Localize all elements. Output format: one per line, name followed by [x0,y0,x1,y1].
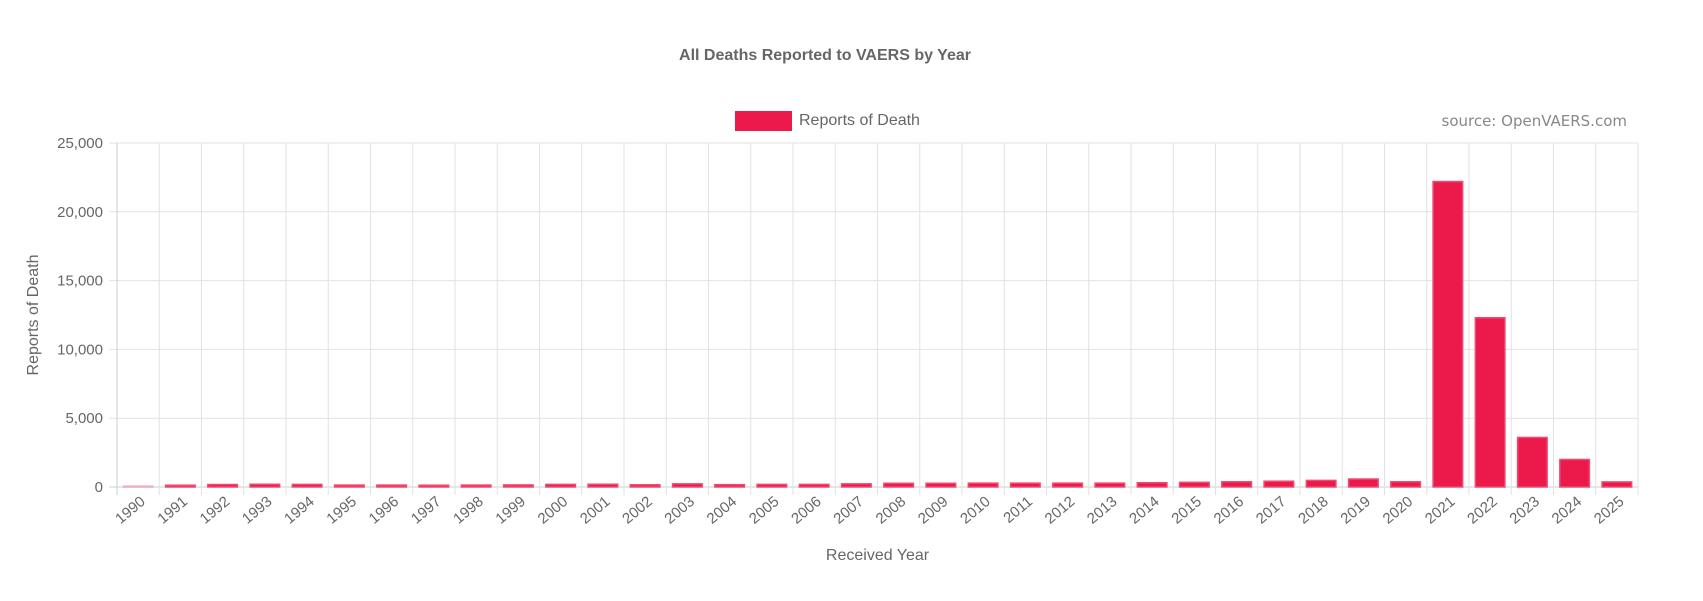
bar-1992 [207,483,239,488]
x-tick-label: 2018 [1295,493,1331,527]
x-tick-label: 2015 [1168,493,1204,527]
source-note: source: OpenVAERS.com [1441,112,1628,130]
x-tick-label: 2004 [704,493,740,527]
x-tick-label: 2019 [1337,493,1373,527]
bar-2008 [883,482,915,488]
bar-2013 [1094,482,1126,488]
x-tick-label: 2024 [1549,493,1585,527]
x-tick-label: 2003 [661,493,697,527]
legend-label: Reports of Death [799,112,920,129]
x-tick-label: 2008 [873,493,909,527]
bar-2014 [1136,481,1168,488]
x-tick-label: 2005 [746,493,782,527]
bar-1994 [291,483,323,488]
bar-2004 [714,483,746,488]
bar-2017 [1263,480,1295,488]
x-tick-label: 1996 [366,493,402,527]
chart-title: All Deaths Reported to VAERS by Year [679,47,971,64]
x-tick-label: 2009 [915,493,951,527]
bar-2005 [756,483,788,488]
bar-2011 [1009,482,1041,488]
bar-2015 [1178,481,1210,488]
bar-2007 [840,483,872,488]
x-tick-label: 2011 [1000,493,1036,527]
legend-swatch [735,111,792,131]
bar-1990 [122,485,154,488]
x-tick-label: 1998 [450,493,486,527]
x-tick-label: 1995 [323,493,359,527]
x-tick-label: 1993 [239,493,275,527]
bar-2016 [1221,481,1253,488]
bar-2020 [1390,481,1422,488]
y-tick-label: 25,000 [57,135,103,152]
bar-2024 [1559,458,1591,488]
bar-2009 [925,482,957,488]
y-tick-label: 0 [95,479,103,496]
y-axis-title: Reports of Death [25,255,42,376]
x-tick-label: 1999 [492,493,528,527]
x-tick-label: 2000 [535,493,571,527]
x-tick-label: 2025 [1591,493,1627,527]
x-tick-label: 2020 [1380,493,1416,527]
bar-2023 [1516,436,1548,488]
x-tick-label: 2002 [619,493,655,527]
x-tick-label: 2010 [957,493,993,527]
bar-1998 [460,484,492,488]
bar-1995 [333,484,365,488]
y-tick-label: 5,000 [65,410,103,427]
x-tick-label: 2007 [830,493,866,527]
x-tick-label: 2006 [788,493,824,527]
x-tick-label: 2016 [1211,493,1247,527]
bar-2002 [629,484,661,488]
x-tick-label: 2023 [1506,493,1542,527]
bar-2018 [1305,479,1337,488]
bar-1999 [502,484,534,488]
bar-1991 [164,484,196,488]
bar-2022 [1474,317,1506,488]
bar-1996 [376,484,408,488]
x-tick-label: 2001 [577,493,613,527]
bar-2021 [1432,180,1464,488]
x-tick-label: 2014 [1126,493,1162,527]
y-tick-label: 15,000 [57,273,103,290]
bar-2012 [1052,482,1084,488]
x-tick-label: 1994 [281,493,317,527]
x-tick-label: 2017 [1253,493,1289,527]
x-axis-title: Received Year [826,547,930,564]
x-tick-label: 1990 [112,493,148,527]
x-tick-label: 2021 [1422,493,1458,527]
bar-2003 [671,483,703,488]
x-tick-label: 1992 [197,493,233,527]
bar-2001 [587,483,619,488]
bar-2019 [1347,478,1379,488]
bar-2000 [545,483,577,488]
bar-2025 [1601,481,1633,488]
y-tick-label: 20,000 [57,204,103,221]
x-tick-label: 1991 [154,493,190,527]
legend[interactable]: Reports of Death [735,111,920,131]
bar-2006 [798,483,830,488]
bar-1997 [418,484,450,488]
x-tick-label: 2013 [1084,493,1120,527]
y-tick-label: 10,000 [57,341,103,358]
x-tick-label: 1997 [408,493,444,527]
bar-2010 [967,482,999,488]
x-tick-label: 2012 [1042,493,1078,527]
x-tick-label: 2022 [1464,493,1500,527]
bar-1993 [249,483,281,488]
